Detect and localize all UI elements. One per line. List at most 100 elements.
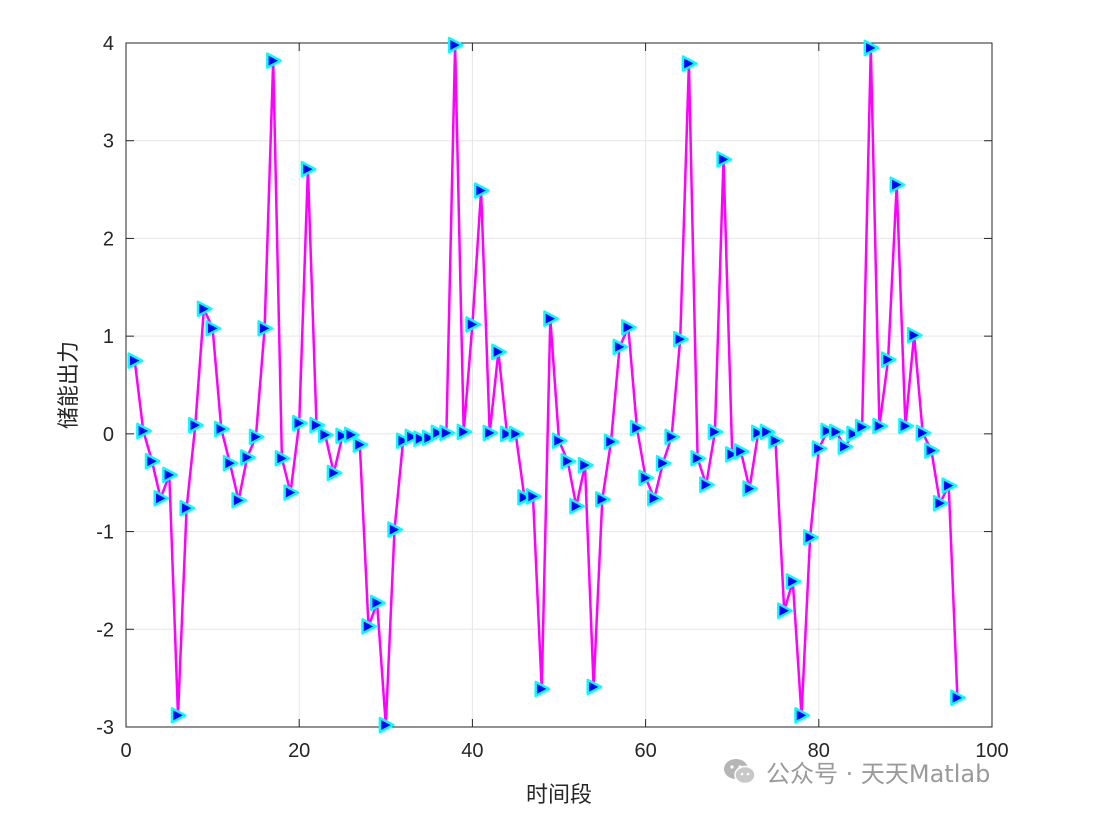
data-point [309, 416, 326, 434]
watermark: 公众号 · 天天Matlab [722, 754, 990, 789]
x-tick-label: 80 [808, 740, 830, 762]
data-point [352, 436, 369, 453]
data-point [716, 151, 733, 168]
axis-ticks: 0 20 40 60 80 100 -3 -2 -1 0 1 2 3 4 [96, 33, 1008, 762]
x-tick-label: 60 [634, 740, 656, 762]
plot-area [125, 42, 993, 728]
data-point [378, 716, 395, 734]
data-point [188, 416, 204, 434]
series-power [127, 36, 966, 734]
data-point [586, 678, 603, 696]
data-point [144, 452, 161, 470]
y-tick-label: -3 [96, 717, 114, 739]
data-point [205, 320, 222, 337]
data-point [699, 476, 715, 493]
data-point [621, 319, 637, 336]
data-point [681, 55, 698, 72]
data-point [465, 316, 482, 333]
data-point [872, 417, 889, 435]
data-point [932, 494, 949, 512]
data-point [421, 429, 438, 447]
data-point [647, 490, 663, 507]
x-tick-label: 40 [461, 740, 483, 762]
watermark-text: 公众号 · 天天Matlab [766, 760, 991, 788]
data-point [127, 352, 144, 369]
data-point [551, 432, 568, 449]
data-point [499, 425, 516, 443]
data-point [820, 422, 837, 440]
data-point [560, 452, 577, 470]
data-point [231, 492, 248, 509]
wechat-icon [724, 758, 756, 784]
data-point [915, 424, 932, 442]
data-point [447, 36, 464, 54]
data-point [577, 456, 594, 474]
data-point [828, 423, 845, 441]
data-point [491, 343, 507, 361]
data-point [248, 428, 265, 446]
data-point [750, 424, 767, 442]
data-point [153, 490, 170, 507]
data-point [629, 419, 646, 437]
data-point [369, 594, 386, 612]
data-point [196, 300, 213, 318]
y-tick-label: -1 [96, 522, 114, 544]
data-point [274, 450, 291, 467]
data-point [257, 320, 274, 337]
data-point [941, 477, 958, 494]
data-point [456, 423, 473, 441]
data-point [854, 418, 871, 436]
data-point [170, 707, 187, 724]
data-point [742, 480, 759, 497]
data-point [794, 707, 811, 724]
data-point [300, 160, 317, 178]
series-line [133, 43, 959, 727]
data-point [482, 424, 499, 442]
data-point [837, 438, 854, 455]
data-point [785, 573, 802, 590]
data-point [240, 449, 256, 466]
data-point [162, 466, 178, 484]
x-tick-label: 0 [120, 740, 131, 762]
data-point [863, 39, 880, 57]
data-point [664, 428, 681, 446]
data-point [673, 330, 689, 348]
data-point [603, 433, 620, 450]
data-point [222, 454, 239, 472]
y-tick-label: 3 [103, 131, 114, 153]
data-point [395, 432, 412, 449]
data-point [707, 423, 724, 441]
data-point [317, 426, 334, 444]
data-point [802, 529, 819, 546]
data-point [413, 430, 430, 447]
data-point [326, 464, 343, 482]
data-point [343, 426, 360, 444]
data-point [595, 491, 611, 508]
data-point [179, 499, 196, 517]
data-point [508, 425, 525, 443]
data-point [543, 310, 559, 327]
data-point [846, 425, 863, 443]
data-point [768, 432, 785, 449]
data-point [724, 446, 741, 463]
data-point [924, 442, 940, 459]
data-point [439, 424, 456, 442]
data-point [266, 52, 282, 69]
data-point [811, 440, 828, 457]
data-point [534, 680, 551, 698]
x-tick-label: 100 [975, 740, 1008, 762]
y-tick-label: 0 [103, 424, 114, 446]
data-point [292, 414, 308, 432]
data-point [655, 454, 672, 472]
x-tick-label: 20 [288, 740, 310, 762]
data-point [569, 497, 585, 515]
data-point [898, 417, 915, 435]
data-point [776, 602, 793, 619]
data-point [759, 423, 776, 441]
data-point [638, 469, 655, 487]
x-axis-label: 时间段 [526, 783, 592, 808]
y-tick-label: 1 [103, 326, 114, 348]
y-tick-label: -2 [96, 619, 114, 641]
y-tick-label: 2 [103, 228, 114, 250]
